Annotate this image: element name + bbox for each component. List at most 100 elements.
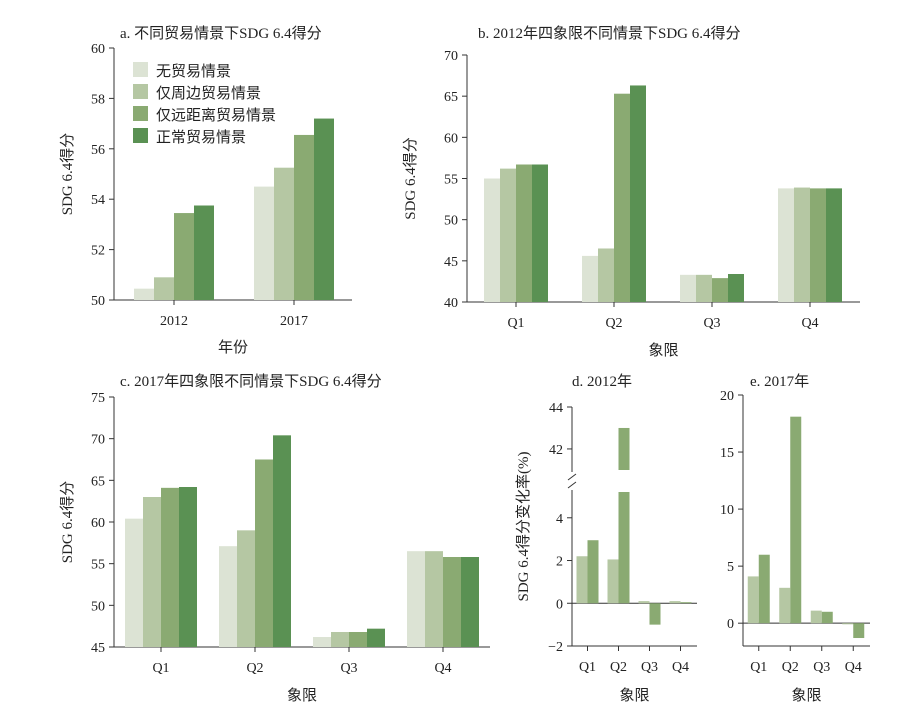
x-tick-label: Q1	[507, 316, 524, 331]
bar	[154, 277, 174, 300]
bar	[237, 530, 255, 647]
y-tick-label: 70	[444, 49, 458, 64]
y-tick-label: 55	[91, 558, 105, 573]
bar	[614, 93, 630, 303]
y-tick-label: 60	[91, 516, 105, 531]
x-tick-label: Q3	[340, 661, 357, 676]
bar	[778, 188, 794, 302]
chart-title-b: b. 2012年四象限不同情景下SDG 6.4得分	[478, 25, 741, 42]
bar	[779, 587, 791, 624]
bar	[680, 274, 696, 302]
bar	[532, 164, 548, 302]
y-tick-label: 10	[720, 503, 734, 518]
bar	[484, 178, 500, 302]
bar	[680, 602, 692, 604]
y-axis-label: SDG 6.4得分变化率(%)	[515, 452, 532, 602]
y-tick-label: 5	[727, 560, 734, 575]
bar	[194, 205, 214, 300]
x-tick-label: Q2	[782, 660, 799, 675]
chart-title-e: e. 2017年	[750, 373, 809, 390]
bar	[500, 168, 516, 302]
bar	[516, 164, 532, 302]
legend-label: 仅周边贸易情景	[156, 85, 261, 102]
y-tick-label: 50	[444, 214, 458, 229]
y-tick-label: 2	[556, 555, 563, 570]
y-axis-label: SDG 6.4得分	[59, 481, 76, 564]
y-tick-label: 65	[91, 474, 105, 489]
bar	[582, 255, 598, 302]
bar	[254, 186, 274, 300]
y-tick-label: 58	[91, 92, 105, 107]
bar	[810, 610, 822, 624]
x-tick-label: Q3	[641, 660, 658, 675]
chart-title-d: d. 2012年	[572, 373, 632, 390]
bar	[407, 551, 425, 647]
legend-swatch	[133, 84, 148, 99]
y-tick-label: 60	[444, 131, 458, 146]
bar	[758, 554, 770, 624]
legend-label: 无贸易情景	[156, 63, 231, 80]
y-tick-label: 75	[91, 391, 105, 406]
y-tick-label: 20	[720, 389, 734, 404]
y-tick-label: 60	[91, 42, 105, 57]
bar-upper	[618, 427, 630, 470]
legend-swatch	[133, 62, 148, 77]
bar	[826, 188, 842, 302]
x-axis-label: 象限	[619, 687, 649, 704]
bar	[273, 435, 291, 647]
y-tick-label: 52	[91, 244, 105, 259]
bar	[696, 274, 712, 302]
bar	[810, 188, 826, 302]
bar	[314, 118, 334, 300]
x-axis-label: 象限	[648, 342, 678, 359]
bar	[219, 546, 237, 647]
y-tick-label: 54	[91, 193, 105, 208]
bar	[576, 556, 588, 604]
y-tick-label: 0	[727, 617, 734, 632]
bar	[598, 248, 614, 302]
x-tick-label: Q4	[434, 661, 451, 676]
bar	[134, 288, 154, 300]
y-tick-label: 50	[91, 294, 105, 309]
y-tick-label: 45	[91, 641, 105, 656]
bar	[174, 213, 194, 300]
y-tick-label: 4	[556, 512, 563, 527]
y-tick-label: 70	[91, 433, 105, 448]
bar	[587, 540, 599, 604]
bar	[728, 274, 744, 302]
bar	[669, 601, 681, 604]
y-tick-label: 65	[444, 90, 458, 105]
x-tick-label: Q2	[246, 661, 263, 676]
bar	[313, 637, 331, 647]
y-tick-label: 55	[444, 173, 458, 188]
x-tick-label: Q1	[579, 660, 596, 675]
chart-title-a: a. 不同贸易情景下SDG 6.4得分	[120, 25, 322, 42]
y-tick-label: 15	[720, 446, 734, 461]
bar	[630, 85, 646, 302]
axis-break-mark	[567, 473, 577, 489]
bar	[443, 557, 461, 647]
y-tick-label: −2	[548, 640, 563, 655]
x-axis-label: 象限	[791, 687, 821, 704]
legend-label: 仅远距离贸易情景	[156, 107, 276, 124]
x-tick-label: Q3	[703, 316, 720, 331]
y-tick-label: 0	[556, 597, 563, 612]
bar	[294, 134, 314, 300]
x-tick-label: Q2	[605, 316, 622, 331]
bar	[255, 459, 273, 647]
legend-label: 正常贸易情景	[156, 129, 246, 146]
y-tick-label: 40	[444, 296, 458, 311]
bar	[842, 623, 854, 625]
y-tick-label: 50	[91, 599, 105, 614]
x-tick-label: Q4	[845, 660, 862, 675]
x-axis-label: 象限	[287, 687, 317, 704]
bar	[712, 278, 728, 302]
bar	[607, 559, 619, 604]
bar	[349, 632, 367, 647]
y-axis-label: SDG 6.4得分	[402, 137, 419, 220]
x-tick-label: Q1	[152, 661, 169, 676]
y-axis-label: SDG 6.4得分	[59, 133, 76, 216]
y-tick-label: 45	[444, 255, 458, 270]
